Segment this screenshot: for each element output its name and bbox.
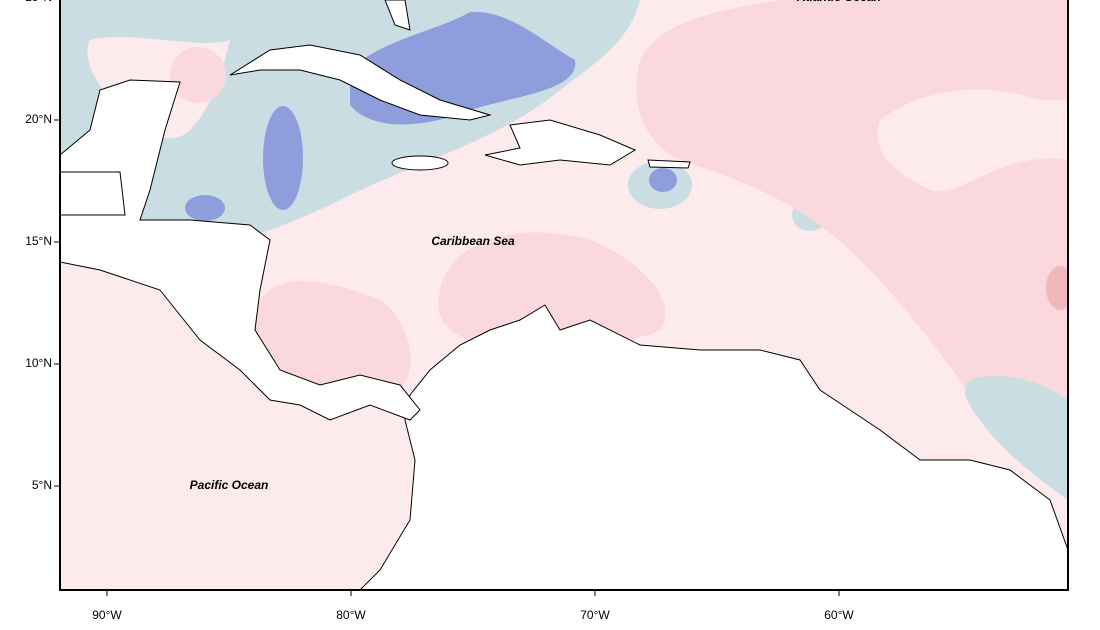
hispaniola [484, 119, 637, 166]
x-tick-label: 90°W [92, 608, 122, 622]
anomaly-cold [185, 195, 225, 221]
anomaly-warm [170, 47, 226, 103]
anomaly-hot [1046, 266, 1068, 310]
anomaly-neutral [877, 89, 1068, 192]
puerto-rico [647, 159, 691, 169]
anomaly-warm [438, 232, 666, 347]
y-tick-label: 10°N [25, 356, 52, 370]
x-tick-label: 70°W [580, 608, 610, 622]
anomaly-cold [649, 168, 677, 192]
florida [384, 0, 411, 31]
ocean-label: Atlantic Ocean [796, 0, 881, 4]
y-tick-label: 5°N [32, 478, 52, 492]
jamaica [391, 155, 449, 171]
cuba [229, 44, 492, 121]
map-frame [59, 0, 1069, 591]
y-tick-label: 20°N [25, 112, 52, 126]
anomaly-warm [253, 281, 411, 396]
y-tick-label: 25°N [25, 0, 52, 4]
central-america [60, 79, 421, 421]
ocean-label: Caribbean Sea [431, 234, 515, 248]
y-tick-label: 15°N [25, 234, 52, 248]
ocean-label: Pacific Ocean [190, 478, 269, 492]
belize-border [60, 171, 126, 216]
south-america [359, 304, 1068, 590]
x-tick-label: 80°W [336, 608, 366, 622]
anomaly-cold [263, 106, 303, 210]
map-body [60, 0, 1068, 590]
anomaly-cool [964, 376, 1068, 500]
x-tick-label: 60°W [824, 608, 854, 622]
